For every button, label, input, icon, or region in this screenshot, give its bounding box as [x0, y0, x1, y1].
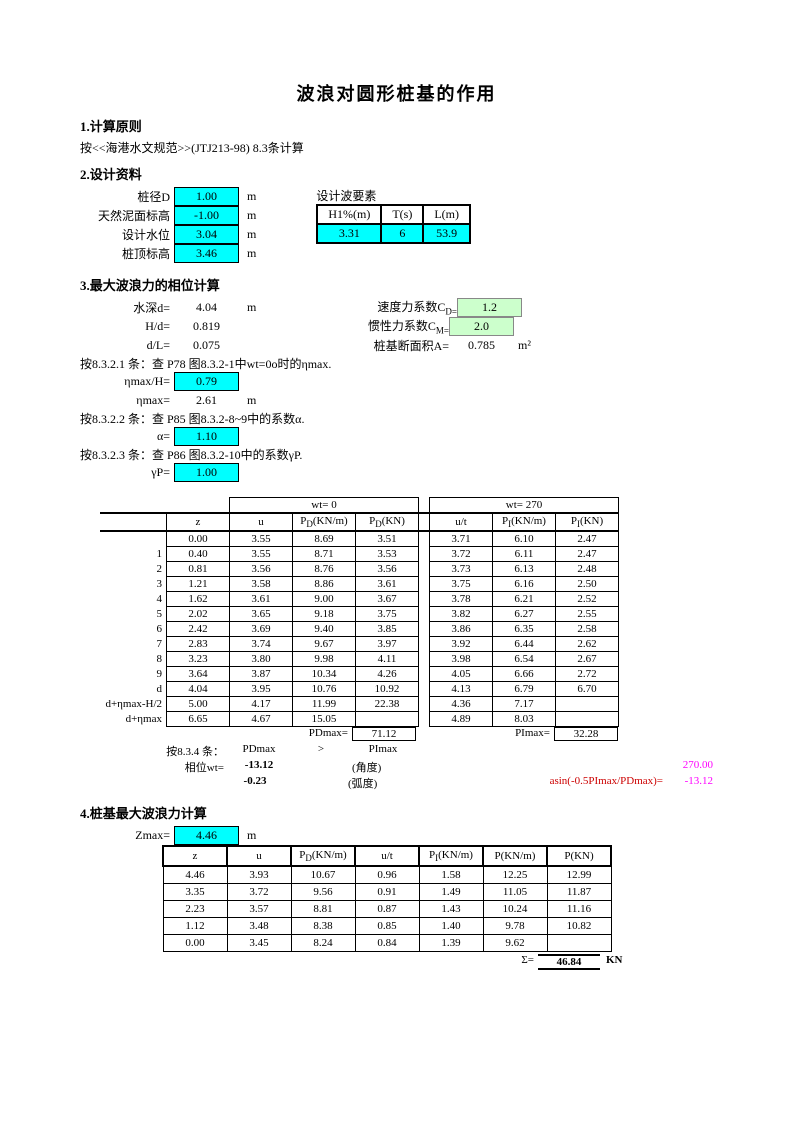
s2-heading: 2.设计资料 [80, 164, 713, 183]
s3-heading: 3.最大波浪力的相位计算 [80, 275, 713, 294]
wave-heading: 设计波要素 [316, 187, 471, 204]
s4-heading: 4.桩基最大波浪力计算 [80, 803, 713, 822]
wave-table: H1%(m)T(s)L(m) 3.31653.9 [316, 204, 471, 244]
s3-note2: 按8.3.2.2 条：查 P85 图8.3.2-8~9中的系数α. [80, 410, 713, 427]
s3-note3: 按8.3.2.3 条：查 P86 图8.3.2-10中的系数γP. [80, 446, 713, 463]
page-title: 波浪对圆形桩基的作用 [80, 80, 713, 106]
pdmax-row: PDmax=71.12 PImax=32.28 [162, 727, 713, 741]
s1-text: 按<<海港水文规范>>(JTJ213-98) 8.3条计算 [80, 139, 713, 156]
s1-heading: 1.计算原则 [80, 116, 713, 135]
s4-table: zuPD(KN/m)u/tPI(KN/m)P(KN/m)P(KN)4.463.9… [162, 845, 612, 952]
s2-params: 桩径D1.00m 天然泥面标高-1.00m 设计水位3.04m 桩顶标高3.46… [80, 187, 256, 263]
s3-note1: 按8.3.2.1 条：查 P78 图8.3.2-1中wt=0o时的ηmax. [80, 355, 713, 372]
phase-table: wt= 0wt= 270zuPD(KN/m)PD(KN)u/tPI(KN/m)P… [100, 497, 619, 727]
